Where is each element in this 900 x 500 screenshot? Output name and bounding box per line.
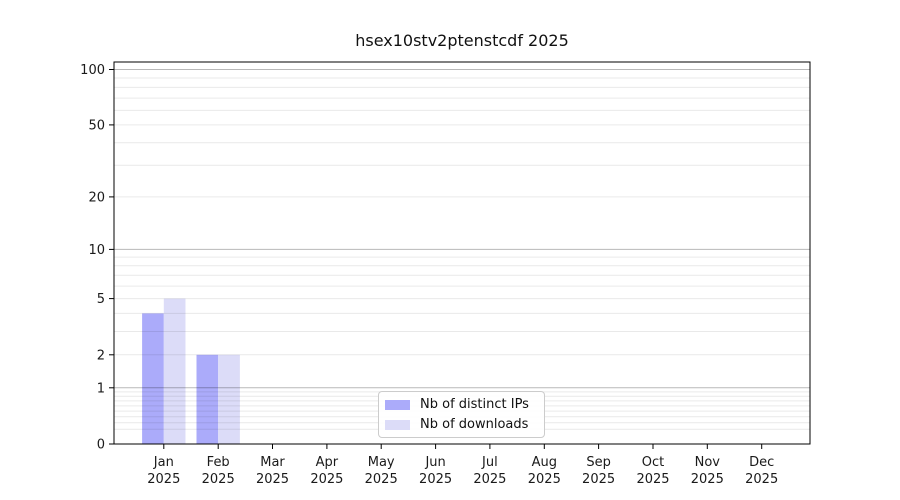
legend-label-distinct-ips: Nb of distinct IPs [420,397,529,412]
x-tick-label-year: 2025 [691,472,724,487]
x-tick-label-month: Aug [532,455,557,470]
bar-nb-of-downloads-feb [218,354,240,444]
x-tick-label-year: 2025 [147,472,180,487]
y-tick-label: 2 [97,348,105,363]
x-tick-label-year: 2025 [636,472,669,487]
x-tick-label-month: Oct [642,455,664,470]
y-tick-label: 100 [80,63,105,78]
x-tick-label-month: Dec [749,455,774,470]
plot-border [113,61,811,445]
legend-item-distinct-ips: Nb of distinct IPs [385,397,536,412]
x-tick-label-year: 2025 [473,472,506,487]
x-tick-label-month: May [368,455,395,470]
y-tick-label: 5 [97,292,105,307]
legend-swatch-downloads [385,419,410,430]
bar-nb-of-distinct-ips-jan [142,313,164,444]
y-tick-label: 10 [88,243,105,258]
x-tick-label-year: 2025 [256,472,289,487]
x-tick-label-month: Apr [316,455,339,470]
y-tick-label: 20 [88,190,105,205]
x-tick-label-year: 2025 [202,472,235,487]
legend-item-downloads: Nb of downloads [385,417,536,432]
x-tick-label-year: 2025 [582,472,615,487]
x-tick-label-month: Jun [424,455,445,470]
bar-nb-of-distinct-ips-feb [196,354,219,444]
x-tick-label-month: Jan [153,455,174,470]
legend-label-downloads: Nb of downloads [420,417,529,432]
x-tick-label-month: Sep [586,455,611,470]
x-tick-label-month: Mar [260,455,285,470]
x-tick-label-month: Feb [207,455,230,470]
bar-nb-of-downloads-jan [163,298,186,444]
legend-swatch-distinct-ips [385,399,410,410]
x-tick-label-year: 2025 [745,472,778,487]
x-tick-label-year: 2025 [365,472,398,487]
chart-legend: Nb of distinct IPs Nb of downloads [378,391,545,438]
x-tick-label-month: Jul [481,455,498,470]
chart-title: hsex10stv2ptenstcdf 2025 [355,31,569,50]
y-tick-label: 50 [88,118,105,133]
x-tick-label-year: 2025 [419,472,452,487]
y-tick-label: 1 [97,381,105,396]
y-tick-label: 0 [97,438,105,453]
x-tick-label-year: 2025 [310,472,343,487]
x-tick-label-month: Nov [695,455,721,470]
x-tick-label-year: 2025 [528,472,561,487]
